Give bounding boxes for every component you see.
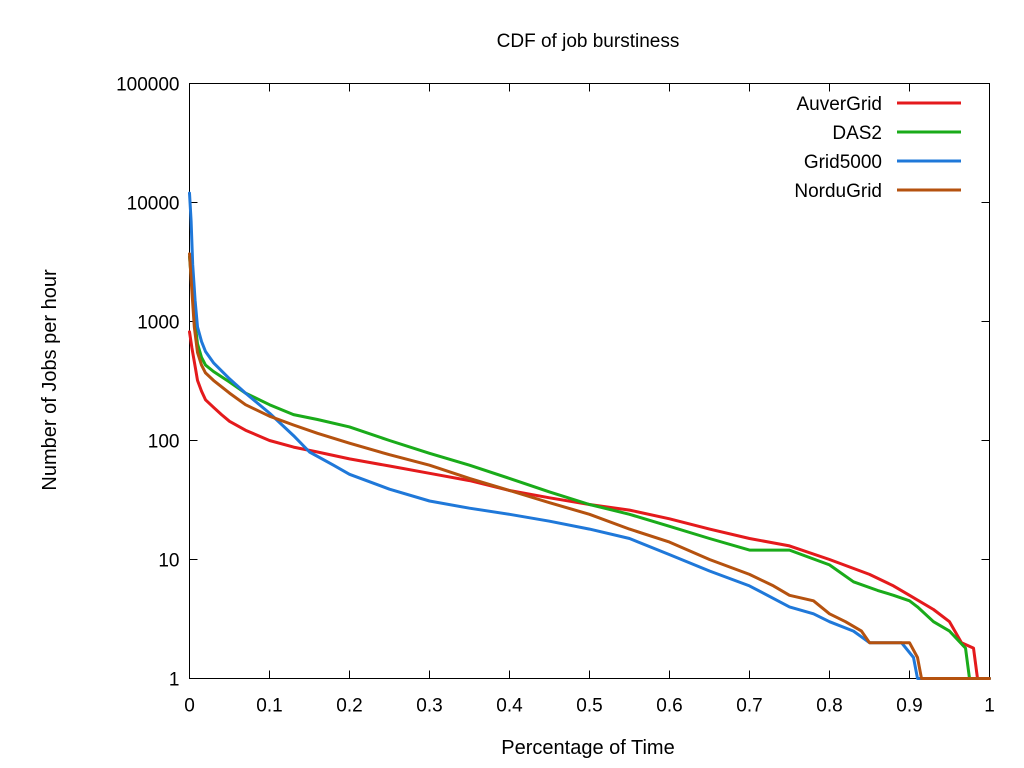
series-layer xyxy=(188,191,991,680)
legend-label-nordugrid: NorduGrid xyxy=(794,181,882,202)
x-tick-label-10: 1 xyxy=(984,696,995,717)
x-tick-label-3: 0.3 xyxy=(416,696,442,717)
x-tick-label-8: 0.8 xyxy=(816,696,842,717)
x-tick-label-4: 0.4 xyxy=(496,696,523,717)
y-tick-label-0: 1 xyxy=(169,670,180,691)
y-axis-label: Number of Jobs per hour xyxy=(39,269,61,491)
legend-label-grid5000: Grid5000 xyxy=(804,152,882,173)
x-axis-label: Percentage of Time xyxy=(501,737,674,759)
legend: AuverGrid DAS2 Grid5000 NorduGrid xyxy=(794,94,961,202)
legend-label-auvergrid: AuverGrid xyxy=(796,94,882,115)
x-tick-label-7: 0.7 xyxy=(736,696,762,717)
series-line-das2 xyxy=(188,255,991,680)
x-tick-label-2: 0.2 xyxy=(336,696,362,717)
y-tick-label-4: 10000 xyxy=(127,194,180,215)
x-tick-label-9: 0.9 xyxy=(896,696,922,717)
series-line-grid5000 xyxy=(188,191,991,680)
y-tick-label-3: 1000 xyxy=(137,313,179,334)
x-tick-label-1: 0.1 xyxy=(256,696,282,717)
y-tick-label-2: 100 xyxy=(148,432,180,453)
axis-ticks: 0 0.1 0.2 0.3 0.4 0.5 0.6 0.7 0.8 0.9 1 1 10 100 1000 1… xyxy=(116,75,995,717)
y-tick-label-5: 100000 xyxy=(116,75,179,96)
y-tick-label-1: 10 xyxy=(158,551,179,572)
x-tick-label-0: 0 xyxy=(184,696,195,717)
series-line-nordugrid xyxy=(188,252,991,680)
x-tick-label-5: 0.5 xyxy=(576,696,602,717)
x-tick-label-6: 0.6 xyxy=(656,696,682,717)
chart-title: CDF of job burstiness xyxy=(497,31,680,52)
legend-label-das2: DAS2 xyxy=(832,123,882,144)
